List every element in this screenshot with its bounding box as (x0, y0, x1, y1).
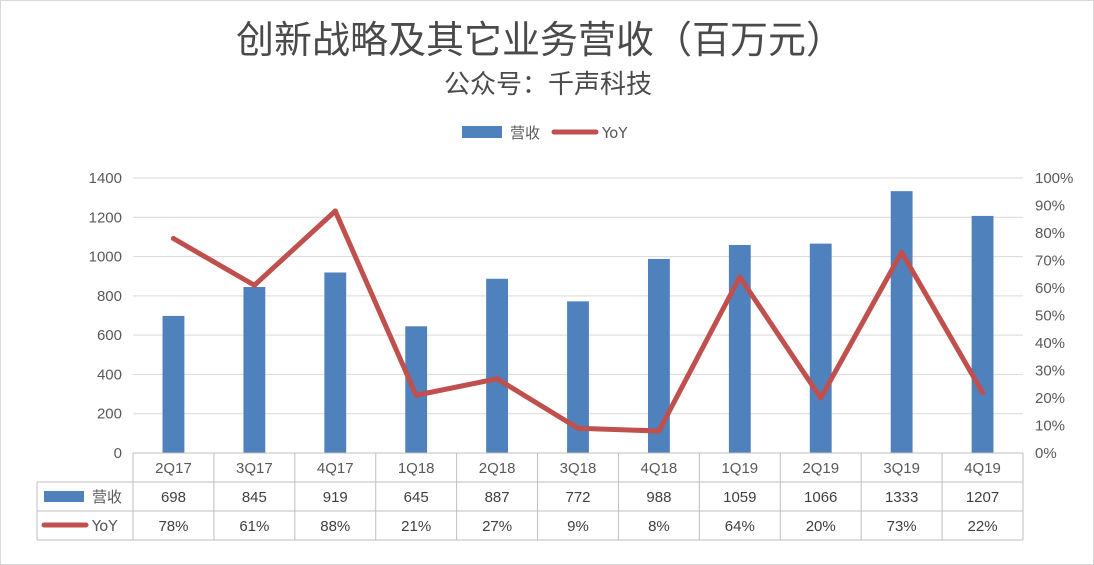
table-cell-yoy: 78% (158, 518, 188, 535)
category-label: 4Q17 (317, 460, 354, 477)
table-cell-revenue: 845 (242, 489, 267, 506)
yoy-point-2Q18 (494, 376, 500, 382)
bar-1Q19 (728, 244, 751, 453)
yoy-point-1Q19 (737, 274, 743, 280)
y-right-tick-label: 10% (1035, 418, 1065, 435)
yoy-point-3Q18 (575, 425, 581, 431)
y-right-tick-label: 90% (1035, 198, 1065, 215)
y-left-tick-label: 0 (114, 445, 122, 462)
bar-4Q19 (971, 215, 994, 453)
legend: 营收 YoY (462, 124, 628, 142)
bar-4Q17 (324, 272, 347, 453)
legend-swatch-revenue (462, 126, 502, 138)
table-cell-yoy: 64% (725, 518, 755, 535)
table-key-revenue (44, 491, 84, 502)
y-right-tick-label: 20% (1035, 390, 1065, 407)
yoy-point-1Q18 (413, 392, 419, 398)
category-label: 4Q19 (964, 460, 1001, 477)
table-cell-revenue: 698 (161, 489, 186, 506)
table-cell-revenue: 1207 (966, 489, 999, 506)
category-label: 1Q18 (398, 460, 435, 477)
table-cell-yoy: 73% (887, 518, 917, 535)
y-right-tick-label: 70% (1035, 253, 1065, 270)
table-cell-revenue: 887 (485, 489, 510, 506)
table-cell-yoy: 21% (401, 518, 431, 535)
y-left-tick-label: 400 (97, 366, 122, 383)
y-right-tick-label: 80% (1035, 225, 1065, 242)
category-label: 4Q18 (641, 460, 678, 477)
y-left-tick-label: 800 (97, 288, 122, 305)
legend-label-yoy: YoY (601, 124, 628, 142)
y-right-tick-label: 40% (1035, 335, 1065, 352)
bar-series (162, 191, 994, 454)
data-table: 2Q17 3Q17 4Q17 1Q18 2Q18 3Q18 4Q18 1Q19 2Q19 3Q19… (36, 452, 1024, 541)
table-cell-revenue: 645 (404, 489, 429, 506)
y-right-tick-label: 30% (1035, 363, 1065, 380)
category-label: 2Q19 (802, 460, 839, 477)
table-row-label-yoy: YoY (91, 517, 118, 535)
y-left-tick-label: 1200 (89, 209, 122, 226)
table-cell-yoy: 9% (567, 518, 589, 535)
table-cell-revenue: 1066 (804, 489, 837, 506)
y-right-tick-label: 100% (1035, 170, 1073, 187)
y-left-tick-label: 600 (97, 327, 122, 344)
table-cell-revenue: 1059 (723, 489, 756, 506)
table-cell-yoy: 22% (968, 518, 998, 535)
y-right-axis: 0% 10% 20% 30% 40% 50% 60% 70% 80% 90% 100% (1035, 170, 1073, 462)
line-series (170, 208, 986, 434)
y-left-tick-label: 1400 (89, 170, 122, 187)
chart-title: 创新战略及其它业务营收（百万元） (236, 18, 844, 62)
y-left-tick-label: 1000 (89, 249, 122, 266)
y-right-tick-label: 60% (1035, 280, 1065, 297)
table-cell-revenue: 772 (565, 489, 590, 506)
table-cell-yoy: 61% (239, 518, 269, 535)
category-label: 3Q17 (236, 460, 273, 477)
category-label: 3Q19 (883, 460, 920, 477)
legend-label-revenue: 营收 (510, 124, 540, 142)
table-cell-revenue: 919 (323, 489, 348, 506)
table-cell-yoy: 27% (482, 518, 512, 535)
bar-2Q18 (486, 278, 509, 453)
y-right-tick-label: 50% (1035, 308, 1065, 325)
category-label: 2Q18 (479, 460, 516, 477)
bar-2Q19 (809, 243, 832, 453)
chart-subtitle: 公众号：千声科技 (444, 70, 652, 100)
category-label: 1Q19 (721, 460, 758, 477)
bar-3Q17 (243, 287, 266, 453)
y-left-tick-label: 200 (97, 406, 122, 423)
yoy-point-3Q19 (899, 249, 905, 255)
table-cell-yoy: 88% (320, 518, 350, 535)
y-left-axis: 0 200 400 600 800 1000 1200 1400 (89, 170, 122, 462)
bar-2Q17 (162, 315, 185, 453)
yoy-point-3Q17 (251, 282, 257, 288)
bar-4Q18 (647, 258, 670, 453)
yoy-point-4Q18 (656, 428, 662, 434)
table-cell-yoy: 20% (806, 518, 836, 535)
bar-3Q19 (890, 191, 913, 454)
table-cell-revenue: 988 (646, 489, 671, 506)
table-cell-yoy: 8% (648, 518, 670, 535)
table-cell-revenue: 1333 (885, 489, 918, 506)
yoy-point-4Q17 (332, 208, 338, 214)
yoy-point-2Q19 (818, 395, 824, 401)
table-row-label-revenue: 营收 (92, 488, 122, 506)
category-label: 2Q17 (155, 460, 192, 477)
yoy-point-2Q17 (170, 236, 176, 241)
y-right-tick-label: 0% (1035, 445, 1057, 462)
category-label: 3Q18 (560, 460, 597, 477)
bar-3Q18 (567, 301, 589, 453)
yoy-point-4Q19 (980, 390, 986, 395)
